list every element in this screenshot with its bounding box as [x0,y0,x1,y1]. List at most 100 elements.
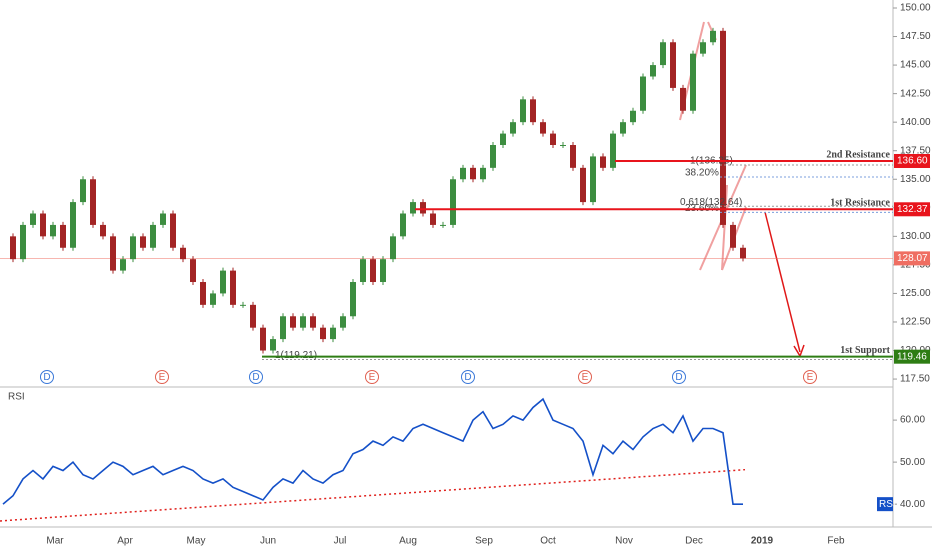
y-tick-label: 50.00 [900,457,925,468]
candle [720,30,726,225]
candle [600,156,606,168]
event-letter: D [252,372,259,383]
candle [420,202,426,214]
candle [550,133,556,146]
projection-arrow [764,211,801,353]
x-tick-label: May [187,536,206,547]
event-letter: D [464,372,471,383]
candle [570,145,576,168]
candle [340,316,346,328]
candle [650,65,656,77]
event-letter: E [159,372,166,383]
candle [150,224,156,248]
candle [360,259,366,283]
candle [460,167,466,180]
x-tick-label: Feb [827,536,845,547]
candle [580,167,586,203]
candle [320,327,326,340]
event-marker [365,370,379,384]
candle [710,30,716,43]
candle [470,167,476,180]
candle [690,53,696,111]
candle [60,224,66,248]
rsi-pane-label: RSI [8,392,25,403]
candle [90,179,96,225]
candle [670,42,676,88]
candle [350,282,356,317]
y-tick-label: 40.00 [900,499,925,510]
candle [540,122,546,134]
candle [140,236,146,248]
candle [700,42,706,54]
rsi-value-box [877,497,893,512]
x-tick-label: Apr [117,536,133,547]
y-tick-label: 145.00 [900,60,931,71]
y-tick-label: 135.00 [900,174,931,185]
candle [520,99,526,123]
candle [30,213,36,225]
candle [560,145,566,147]
candle [190,259,196,283]
candle [40,213,46,237]
y-tick-label: 130.00 [900,231,931,242]
candle [80,179,86,203]
candle [110,236,116,271]
candle [730,224,736,248]
rsi-line [2,397,743,505]
y-tick-label: 117.50 [900,374,930,385]
candle [70,202,76,248]
candle [240,304,246,306]
level-value: 132.37 [897,204,928,215]
candle [680,87,686,111]
candle [200,282,206,305]
level-name: 1st Support [840,345,890,356]
candle [210,293,216,305]
candle [250,304,256,328]
y-tick-label: 147.50 [900,31,931,42]
candle [640,76,646,111]
candle [620,122,626,134]
x-tick-label: Oct [540,536,556,547]
candle [170,213,176,248]
candle [160,213,166,225]
event-marker [578,370,592,384]
event-marker [803,370,817,384]
candle [440,224,446,226]
candle [230,270,236,305]
event-marker [155,370,169,384]
candle [660,42,666,66]
level-value-box [894,202,930,217]
candle [590,156,596,203]
level-value: 136.60 [897,156,928,167]
x-tick-label: Aug [399,536,417,547]
x-tick-label: Mar [46,536,64,547]
candle [270,339,276,351]
candle [220,270,226,294]
candle [500,133,506,146]
event-letter: E [582,372,589,383]
x-tick-label: Dec [685,536,703,547]
candle [430,213,436,225]
event-marker [461,370,475,384]
event-letter: E [369,372,376,383]
candle [120,259,126,271]
candle [530,99,536,123]
candle [310,316,316,328]
level-name: 2nd Resistance [826,149,890,160]
candle [260,327,266,351]
candle [300,316,306,328]
y-tick-label: 60.00 [900,415,925,426]
event-marker [249,370,263,384]
candle [100,224,106,237]
candle [400,213,406,237]
y-tick-label: 122.50 [900,317,931,328]
event-marker [40,370,54,384]
x-tick-label: 2019 [751,536,774,547]
last-price-label: 128.07 [897,253,928,264]
candle [450,179,456,225]
event-marker [672,370,686,384]
event-letter: D [675,372,682,383]
candle [390,236,396,260]
candle [480,167,486,180]
